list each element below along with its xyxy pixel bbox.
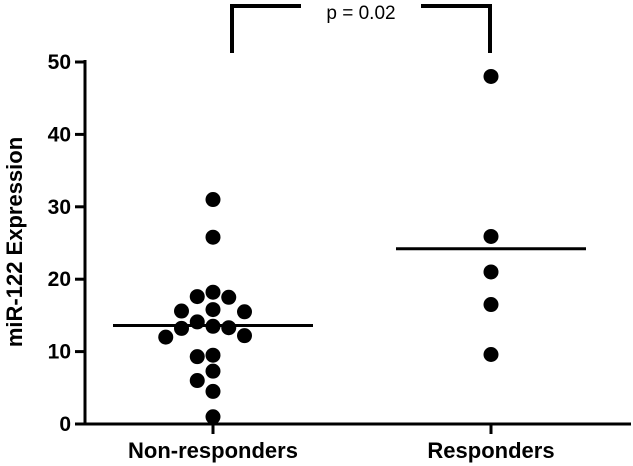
data-point: [483, 297, 499, 313]
x-tick-group: Non-responders Responders: [128, 424, 555, 463]
data-point: [221, 320, 237, 336]
y-tick-label: 40: [48, 123, 71, 146]
data-point: [174, 320, 189, 336]
data-point: [189, 373, 205, 389]
data-point: [205, 284, 221, 300]
data-point: [189, 289, 205, 305]
y-tick-group: 0 10 20 30 40 50: [48, 51, 85, 436]
p-value-label: p = 0.02: [326, 3, 395, 24]
y-tick-label: 30: [48, 196, 71, 219]
data-point: [174, 303, 189, 319]
data-point: [205, 409, 221, 425]
y-axis-label: miR-122 Expression: [2, 137, 27, 347]
data-point: [189, 314, 205, 330]
y-tick-label: 10: [48, 341, 71, 364]
data-point: [205, 229, 221, 245]
data-point: [205, 383, 221, 399]
data-point: [221, 289, 237, 305]
data-point: [483, 346, 499, 362]
significance-bracket: p = 0.02: [230, 3, 492, 53]
data-point: [205, 347, 221, 363]
data-point: [483, 264, 499, 280]
mean-lines: [113, 247, 586, 328]
data-point: [189, 349, 205, 365]
y-tick-label: 20: [48, 268, 71, 291]
x-tick-label: Non-responders: [128, 438, 298, 463]
data-point: [205, 363, 221, 379]
data-point: [205, 192, 221, 208]
x-tick-label: Responders: [427, 438, 554, 463]
data-points: [158, 68, 499, 425]
data-point: [158, 329, 174, 345]
y-tick-label: 0: [59, 413, 71, 436]
bracket-line: [230, 4, 492, 53]
data-point: [483, 68, 499, 84]
data-point: [237, 328, 252, 344]
data-point: [237, 304, 252, 320]
y-axis: 0 10 20 30 40 50: [48, 51, 87, 436]
data-point: [483, 228, 499, 244]
x-axis: Non-responders Responders: [84, 422, 631, 463]
data-point: [205, 302, 221, 318]
y-tick-label: 50: [48, 51, 71, 74]
